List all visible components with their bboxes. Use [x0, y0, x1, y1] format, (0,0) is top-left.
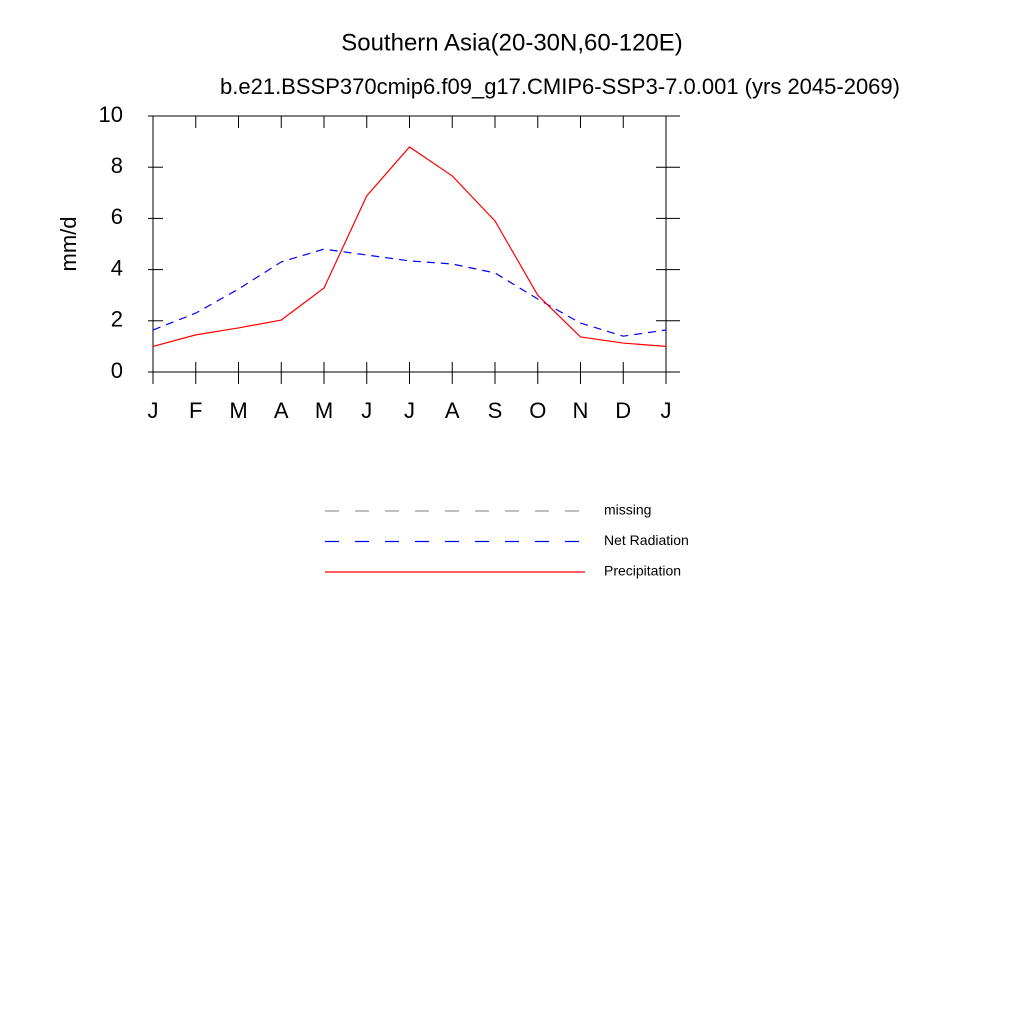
- y-axis-label: mm/d: [56, 217, 81, 272]
- series-line: [152, 146, 667, 347]
- x-tick-label: J: [661, 398, 672, 423]
- series-line: [152, 248, 667, 337]
- x-tick-label: N: [573, 398, 589, 423]
- x-tick-label: M: [229, 398, 247, 423]
- y-tick-label: 6: [111, 204, 123, 229]
- y-tick-label: 10: [99, 102, 123, 127]
- x-tick-label: A: [274, 398, 289, 423]
- chart-title: Southern Asia(20-30N,60-120E): [341, 29, 683, 56]
- x-tick-label: A: [445, 398, 460, 423]
- x-tick-label: S: [488, 398, 503, 423]
- plot-frame: [152, 115, 667, 373]
- x-tick-label: J: [148, 398, 159, 423]
- y-tick-label: 4: [111, 255, 123, 280]
- legend-label: missing: [604, 502, 651, 518]
- x-tick-label: D: [615, 398, 631, 423]
- x-tick-label: F: [189, 398, 202, 423]
- legend-label: Precipitation: [604, 563, 681, 579]
- x-tick-label: O: [529, 398, 546, 423]
- y-tick-label: 8: [111, 153, 123, 178]
- y-tick-label: 2: [111, 307, 123, 332]
- chart-subtitle: b.e21.BSSP370cmip6.f09_g17.CMIP6-SSP3-7.…: [220, 74, 900, 99]
- x-tick-label: M: [315, 398, 333, 423]
- y-tick-label: 0: [111, 358, 123, 383]
- x-tick-label: J: [404, 398, 415, 423]
- x-tick-label: J: [361, 398, 372, 423]
- legend-label: Net Radiation: [604, 532, 689, 548]
